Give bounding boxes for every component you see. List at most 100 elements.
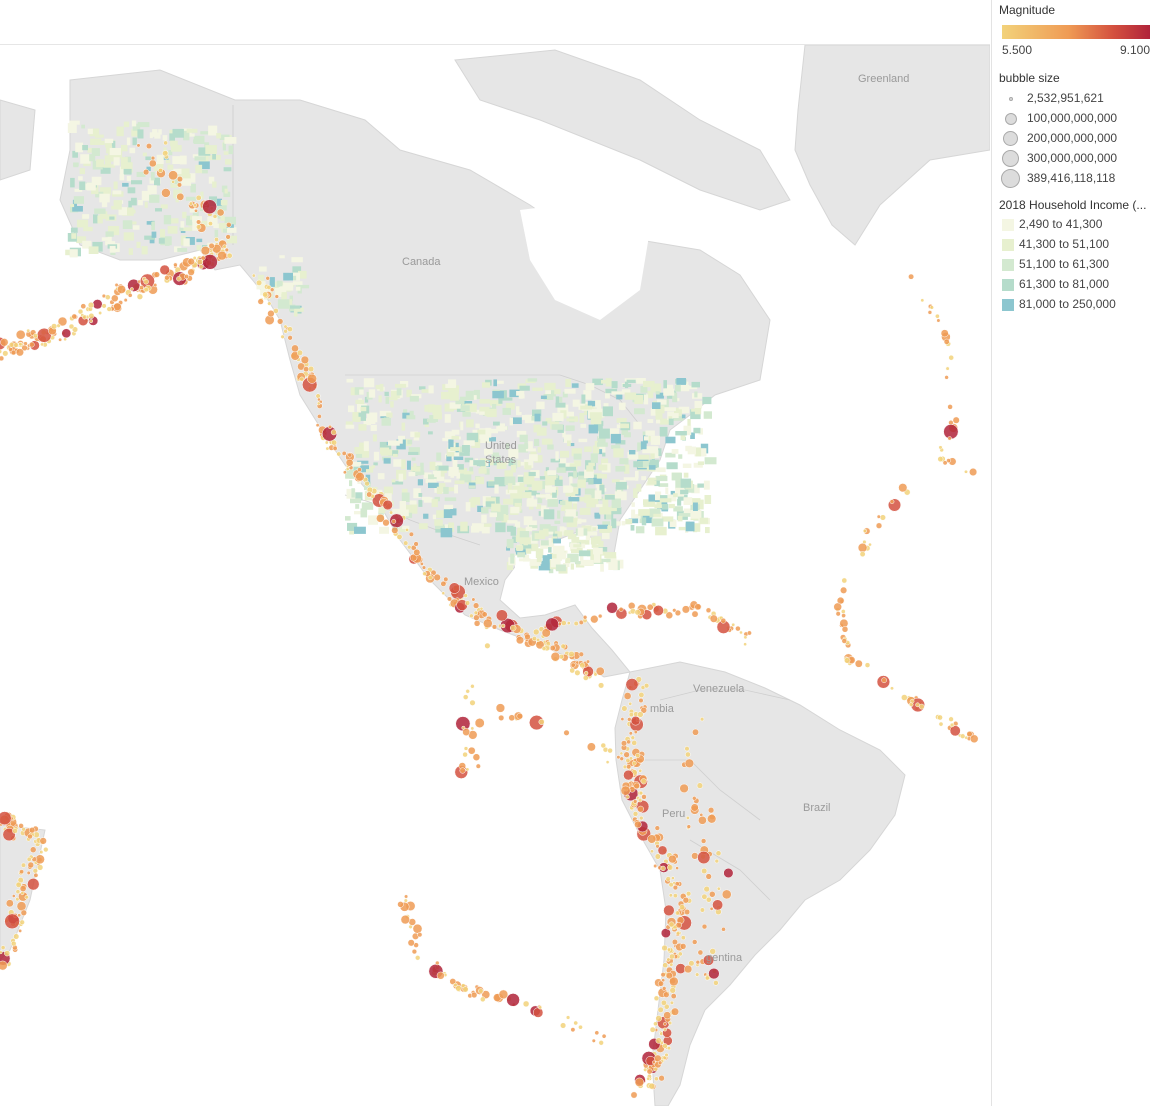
earthquake-bubble[interactable] <box>471 991 478 999</box>
earthquake-bubble[interactable] <box>0 349 3 354</box>
earthquake-bubble[interactable] <box>876 514 881 519</box>
earthquake-bubble[interactable] <box>637 805 644 813</box>
earthquake-bubble[interactable] <box>684 908 691 916</box>
earthquake-bubble[interactable] <box>625 678 639 692</box>
earthquake-bubble[interactable] <box>162 150 169 157</box>
earthquake-bubble[interactable] <box>582 615 588 620</box>
earthquake-bubble[interactable] <box>605 760 610 764</box>
map-svg[interactable]: Greenland Canada United States Mexico Ve… <box>0 45 990 1106</box>
earthquake-bubble[interactable] <box>938 445 943 450</box>
earthquake-bubble[interactable] <box>188 201 194 206</box>
earthquake-bubble[interactable] <box>685 891 692 897</box>
earthquake-bubble[interactable] <box>366 491 373 498</box>
earthquake-bubble[interactable] <box>57 316 68 327</box>
earthquake-bubble[interactable] <box>0 338 9 347</box>
earthquake-bubble[interactable] <box>498 989 509 1000</box>
earthquake-bubble[interactable] <box>327 424 333 429</box>
earthquake-bubble[interactable] <box>5 899 14 908</box>
earthquake-bubble[interactable] <box>532 628 540 636</box>
earthquake-bubble[interactable] <box>307 373 317 384</box>
earthquake-bubble[interactable] <box>675 921 682 929</box>
earthquake-bubble[interactable] <box>949 722 955 728</box>
earthquake-bubble[interactable] <box>616 755 621 760</box>
earthquake-bubble[interactable] <box>665 972 673 980</box>
earthquake-bubble[interactable] <box>176 176 183 183</box>
earthquake-bubble[interactable] <box>408 531 414 537</box>
earthquake-bubble[interactable] <box>224 247 229 253</box>
earthquake-bubble[interactable] <box>193 203 197 208</box>
earthquake-bubble[interactable] <box>584 670 589 676</box>
earthquake-bubble[interactable] <box>669 953 675 960</box>
earthquake-bubble[interactable] <box>481 990 491 999</box>
earthquake-bubble[interactable] <box>948 354 954 361</box>
earthquake-bubble[interactable] <box>600 742 607 749</box>
earthquake-bubble[interactable] <box>841 577 848 584</box>
earthquake-bubble[interactable] <box>396 533 403 540</box>
earthquake-bubble[interactable] <box>641 794 647 800</box>
earthquake-bubble[interactable] <box>929 305 934 310</box>
earthquake-bubble[interactable] <box>411 948 418 955</box>
earthquake-bubble[interactable] <box>105 294 111 300</box>
earthquake-bubble[interactable] <box>936 318 941 323</box>
earthquake-bubble[interactable] <box>669 987 676 994</box>
earthquake-bubble[interactable] <box>702 954 715 966</box>
earthquake-bubble[interactable] <box>666 947 672 952</box>
earthquake-bubble[interactable] <box>671 876 675 880</box>
earthquake-bubble[interactable] <box>173 262 178 268</box>
earthquake-bubble[interactable] <box>960 733 966 739</box>
earthquake-bubble[interactable] <box>13 342 19 348</box>
earthquake-bubble[interactable] <box>421 565 427 570</box>
earthquake-bubble[interactable] <box>462 694 469 700</box>
earthquake-bubble[interactable] <box>27 878 40 891</box>
earthquake-bubble[interactable] <box>944 375 949 380</box>
earthquake-bubble[interactable] <box>404 894 409 899</box>
earthquake-bubble[interactable] <box>705 607 712 614</box>
earthquake-bubble[interactable] <box>654 1076 659 1082</box>
earthquake-bubble[interactable] <box>660 865 666 872</box>
earthquake-bubble[interactable] <box>620 785 631 796</box>
earthquake-bubble[interactable] <box>947 404 953 410</box>
earthquake-bubble[interactable] <box>303 366 310 373</box>
earthquake-bubble[interactable] <box>26 856 32 862</box>
earthquake-bubble[interactable] <box>660 972 666 978</box>
earthquake-bubble[interactable] <box>222 244 227 249</box>
earthquake-bubble[interactable] <box>621 705 628 712</box>
earthquake-bubble[interactable] <box>570 1027 576 1033</box>
earthquake-bubble[interactable] <box>509 624 517 632</box>
earthquake-bubble[interactable] <box>632 811 639 817</box>
earthquake-bubble[interactable] <box>638 697 644 704</box>
earthquake-bubble[interactable] <box>658 1075 665 1082</box>
earthquake-bubble[interactable] <box>16 901 27 912</box>
earthquake-bubble[interactable] <box>68 323 75 330</box>
earthquake-bubble[interactable] <box>524 633 531 641</box>
earthquake-bubble[interactable] <box>0 355 5 362</box>
earthquake-bubble[interactable] <box>459 767 466 774</box>
earthquake-bubble[interactable] <box>341 450 347 456</box>
earthquake-bubble[interactable] <box>400 914 410 925</box>
earthquake-bubble[interactable] <box>12 828 18 834</box>
earthquake-bubble[interactable] <box>413 548 421 556</box>
earthquake-bubble[interactable] <box>666 957 671 962</box>
income-legend-item[interactable]: 81,000 to 250,000 <box>999 296 1159 314</box>
earthquake-bubble[interactable] <box>15 889 21 895</box>
earthquake-bubble[interactable] <box>20 862 27 868</box>
earthquake-bubble[interactable] <box>15 329 26 340</box>
earthquake-bubble[interactable] <box>256 279 263 286</box>
earthquake-bubble[interactable] <box>40 342 45 347</box>
earthquake-bubble[interactable] <box>342 470 347 475</box>
earthquake-bubble[interactable] <box>157 167 164 173</box>
earthquake-bubble[interactable] <box>200 255 206 261</box>
earthquake-bubble[interactable] <box>721 889 732 900</box>
earthquake-bubble[interactable] <box>669 962 674 967</box>
earthquake-bubble[interactable] <box>296 349 303 356</box>
earthquake-bubble[interactable] <box>660 928 671 939</box>
earthquake-bubble[interactable] <box>969 467 978 477</box>
earthquake-bubble[interactable] <box>462 751 468 758</box>
earthquake-bubble[interactable] <box>598 1040 604 1046</box>
earthquake-bubble[interactable] <box>879 514 886 521</box>
earthquake-bubble[interactable] <box>628 756 634 761</box>
earthquake-bubble[interactable] <box>214 237 219 242</box>
earthquake-bubble[interactable] <box>332 445 338 451</box>
earthquake-bubble[interactable] <box>475 763 481 769</box>
earthquake-bubble[interactable] <box>153 271 160 278</box>
